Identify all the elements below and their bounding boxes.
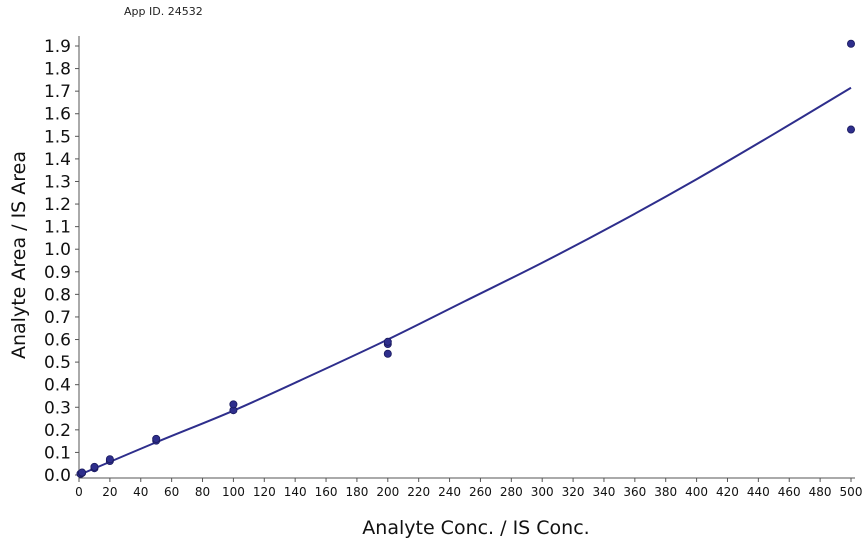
y-tick-label: 1.4 <box>44 150 71 170</box>
y-tick-label: 1.1 <box>44 218 71 238</box>
y-tick-label: 0.0 <box>44 466 71 486</box>
x-tick-label: 20 <box>102 485 117 499</box>
y-tick-label: 0.2 <box>44 421 71 441</box>
y-tick-label: 0.9 <box>44 263 71 283</box>
x-tick-label: 380 <box>654 485 677 499</box>
y-tick-label: 1.5 <box>44 127 71 147</box>
axes <box>78 36 855 479</box>
x-tick-label: 300 <box>531 485 554 499</box>
x-tick-label: 400 <box>685 485 708 499</box>
x-tick-label: 260 <box>469 485 492 499</box>
x-tick-label: 120 <box>253 485 276 499</box>
x-tick-label: 140 <box>284 485 307 499</box>
data-point <box>152 434 161 443</box>
x-tick-label: 40 <box>133 485 148 499</box>
data-point <box>847 39 856 48</box>
x-tick-label: 280 <box>500 485 523 499</box>
y-tick-label: 0.5 <box>44 353 71 373</box>
y-axis-title: Analyte Area / IS Area <box>8 151 30 359</box>
x-tick-label: 340 <box>593 485 616 499</box>
x-tick-label: 180 <box>345 485 368 499</box>
y-tick-label: 1.2 <box>44 195 71 215</box>
x-tick-label: 440 <box>747 485 770 499</box>
data-points <box>76 39 856 478</box>
x-tick-label: 60 <box>164 485 179 499</box>
y-tick-label: 1.3 <box>44 172 71 192</box>
y-tick-label: 0.1 <box>44 443 71 463</box>
y-ticks: 0.0 0.10.2 0.30.4 0.50.6 0.7 0.80.9 1.01.1 1.2 1… <box>44 37 79 486</box>
fit-curve-group <box>78 86 852 476</box>
y-tick-label: 1.0 <box>44 240 71 260</box>
x-tick-label: 460 <box>778 485 801 499</box>
x-ticks: 0 20 40 60 80 100 120 140 160 180 200 220 240 260 280 3… <box>75 478 862 499</box>
y-tick-label: 1.8 <box>44 60 71 80</box>
x-tick-label: 220 <box>407 485 430 499</box>
data-point <box>229 400 238 409</box>
x-tick-label: 360 <box>623 485 646 499</box>
app-id-label: App ID. 24532 <box>124 5 203 18</box>
x-axis-title: Analyte Conc. / IS Conc. <box>362 517 589 539</box>
x-tick-label: 160 <box>315 485 338 499</box>
y-tick-label: 0.8 <box>44 285 71 305</box>
x-tick-label: 100 <box>222 485 245 499</box>
data-point <box>383 337 392 346</box>
y-tick-label: 0.3 <box>44 398 71 418</box>
data-point <box>105 455 114 464</box>
x-tick-label: 200 <box>376 485 399 499</box>
x-tick-label: 240 <box>438 485 461 499</box>
x-tick-label: 480 <box>809 485 832 499</box>
data-point <box>78 468 87 477</box>
x-tick-label: 80 <box>195 485 210 499</box>
x-tick-label: 320 <box>562 485 585 499</box>
y-tick-label: 0.4 <box>44 376 71 396</box>
data-point <box>383 349 392 358</box>
y-tick-label: 0.6 <box>44 331 71 351</box>
data-point <box>847 125 856 134</box>
y-tick-label: 1.6 <box>44 105 71 125</box>
y-tick-label: 1.7 <box>44 82 71 102</box>
data-point <box>90 462 99 471</box>
y-tick-label: 1.9 <box>44 37 71 57</box>
x-tick-label: 0 <box>75 485 83 499</box>
x-tick-label: 420 <box>716 485 739 499</box>
y-tick-label: 0.7 <box>44 308 71 328</box>
x-tick-label: 500 <box>840 485 863 499</box>
fit-curve <box>78 86 852 476</box>
